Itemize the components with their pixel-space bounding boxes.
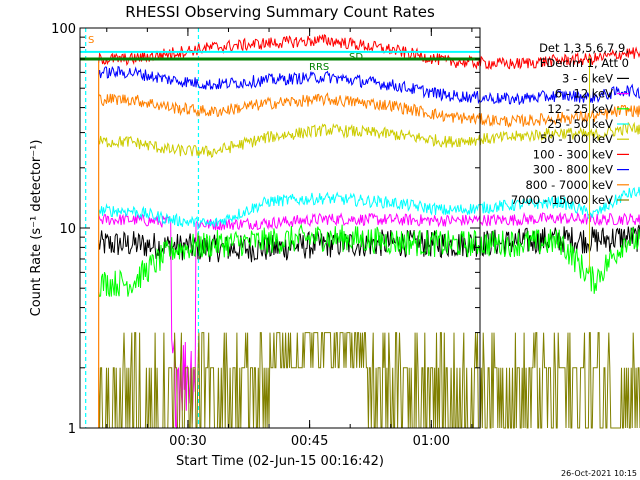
annotation-s: S — [88, 35, 94, 46]
legend-header-1: Det 1,3,5,6,7,9, — [539, 41, 629, 55]
series-line-7 — [98, 65, 640, 105]
x-tick-label-3: 01:00 — [413, 434, 450, 449]
series-1 — [98, 224, 640, 263]
legend-entry-1: 3 - 6 keV — [562, 71, 613, 85]
series-4 — [98, 186, 640, 231]
x-tick-label-1: 00:30 — [169, 434, 206, 449]
legend-entry-8: 800 - 7000 keV — [525, 178, 613, 192]
legend-entry-7: 300 - 800 keV — [533, 163, 613, 177]
x-axis: 00:30 00:45 01:00 — [106, 28, 473, 449]
x-axis-label: Start Time (02-Jun-15 00:16:42) — [176, 454, 384, 469]
series-layer — [98, 33, 640, 430]
chart-title: RHESSI Observing Summary Count Rates — [125, 3, 435, 21]
legend-header-2: FDecim 1, Att 0 — [540, 56, 629, 70]
y-axis: 1 10 100 — [51, 22, 480, 437]
legend-entry-6: 100 - 300 keV — [533, 147, 613, 161]
timestamp: 26-Oct-2021 10:15 — [561, 469, 637, 478]
series-3 — [98, 223, 640, 298]
legend-entry-3: 12 - 25 keV — [547, 102, 613, 116]
overlay-layer — [80, 50, 591, 428]
series-6 — [98, 33, 640, 70]
annotation-sd: SD — [349, 52, 363, 63]
series-line-4 — [98, 186, 640, 231]
y-axis-label: Count Rate (s⁻¹ detector⁻¹) — [29, 140, 44, 317]
legend-entry-5: 50 - 100 keV — [540, 132, 613, 146]
legend-entry-4: 25 - 50 keV — [547, 117, 613, 131]
y-tick-label-3: 100 — [51, 22, 76, 37]
series-8 — [98, 92, 640, 128]
annotation-rrs: RRS — [309, 62, 329, 73]
x-tick-label-2: 00:45 — [291, 434, 328, 449]
series-line-5 — [98, 121, 640, 158]
legend-entry-2: 6 - 12 keV — [555, 87, 613, 101]
y-tick-label-1: 1 — [68, 422, 76, 437]
series-5 — [98, 121, 640, 158]
series-line-6 — [98, 33, 640, 70]
legend: Det 1,3,5,6,7,9,FDecim 1, Att 03 - 6 keV… — [511, 41, 629, 207]
y-tick-label-2: 10 — [59, 222, 76, 237]
series-line-8 — [98, 92, 640, 128]
series-9 — [98, 332, 640, 429]
series-line-3 — [98, 223, 640, 298]
series-7 — [98, 65, 640, 105]
series-line-9 — [98, 332, 640, 429]
legend-entry-9: 7000 - 15000 keV — [511, 193, 613, 207]
series-line-1 — [98, 224, 640, 263]
